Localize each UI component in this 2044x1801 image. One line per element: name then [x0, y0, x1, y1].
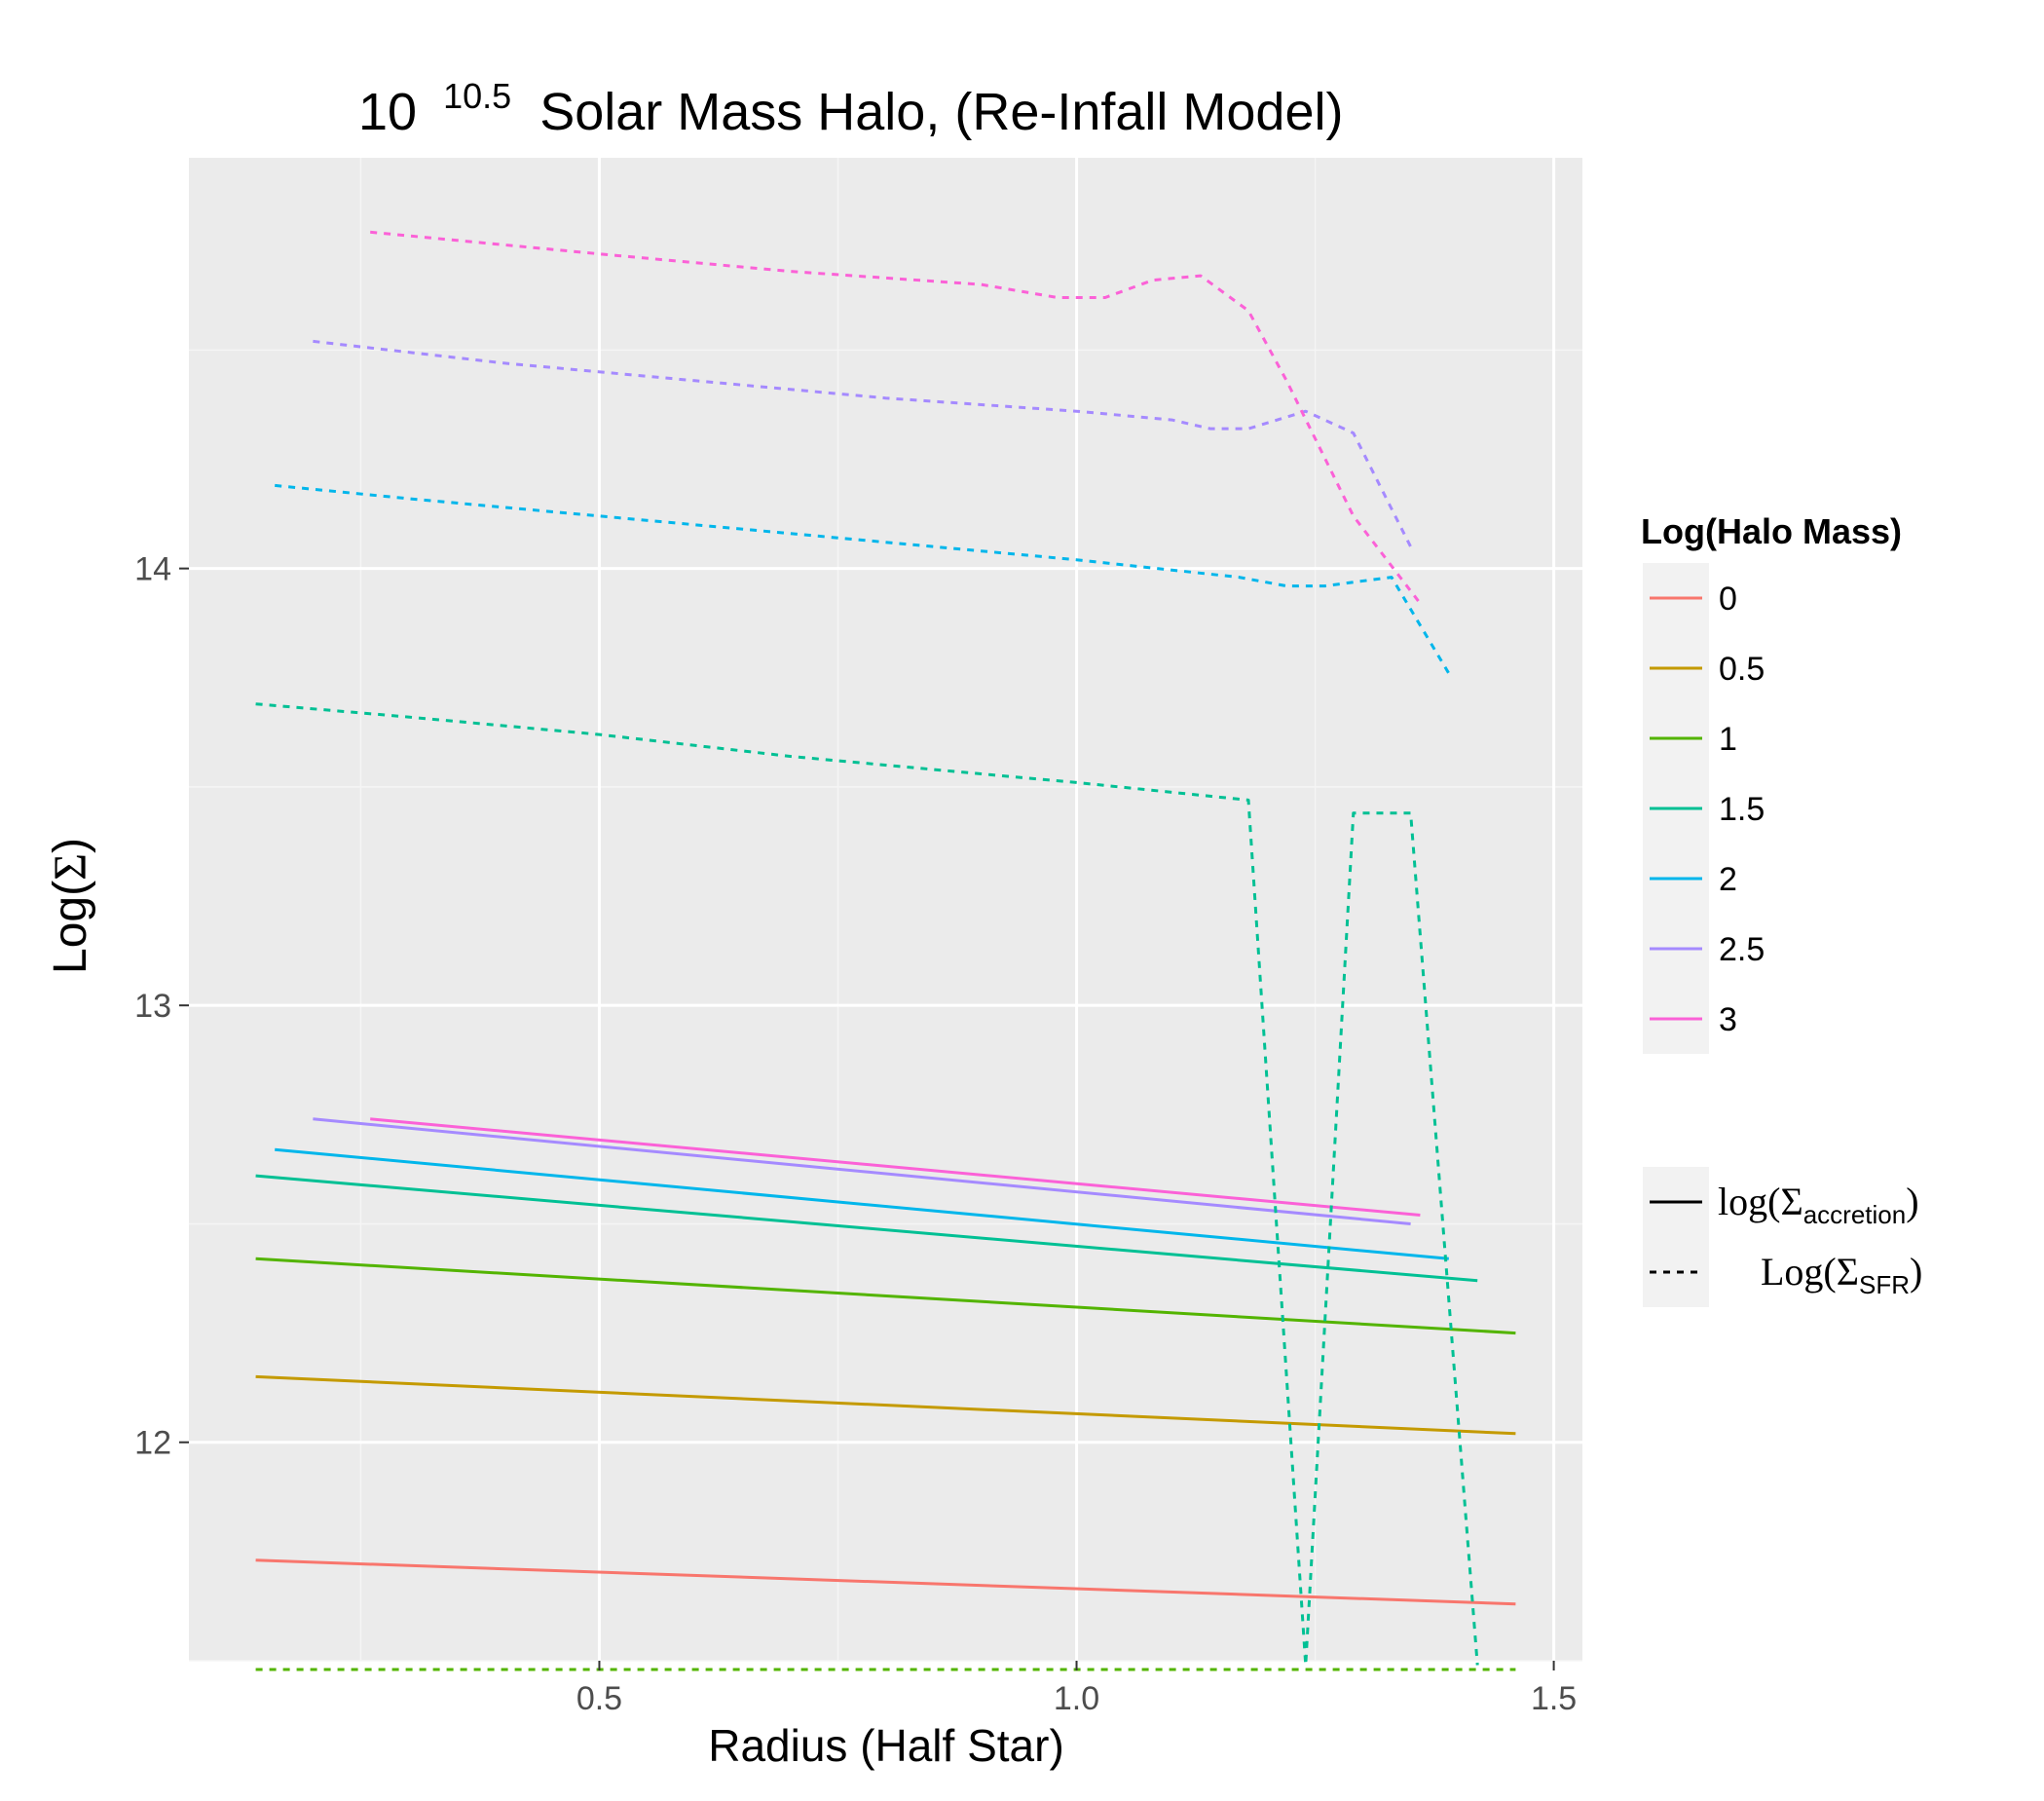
linetype-label-accretion: log(Σaccretion) — [1718, 1180, 1919, 1229]
legend-label: 2.5 — [1719, 931, 1765, 968]
y-title-suffix: ) — [45, 838, 96, 853]
lt-sfr-suffix: ) — [1910, 1250, 1922, 1294]
legend-title: Log(Halo Mass) — [1641, 511, 1902, 551]
y-tick-label: 13 — [134, 988, 171, 1025]
series-line-solid-3 — [370, 1117, 1421, 1217]
colour-legend: 0 0.5 1 1.5 2 2.5 3 — [1643, 563, 1765, 1054]
legend-label: 0.5 — [1719, 651, 1765, 688]
y-title-symbol: Σ — [45, 853, 96, 881]
lt-sfr-symbol: Σ — [1837, 1250, 1859, 1294]
chart-title: 10 10.5 Solar Mass Halo, (Re-Infall Mode… — [358, 61, 1343, 141]
series-line-solid-2_5 — [313, 1117, 1411, 1225]
legend-label: 2 — [1719, 861, 1737, 898]
title-base: 10 — [358, 83, 417, 141]
series-line-solid-1 — [255, 1257, 1516, 1335]
series-layer — [255, 230, 1516, 1671]
lt-acc-prefix: log( — [1718, 1180, 1780, 1223]
x-tick-label: 0.5 — [576, 1680, 622, 1717]
grid-major — [189, 158, 1582, 1661]
x-axis-title: Radius (Half Star) — [708, 1720, 1064, 1771]
legend-label: 3 — [1719, 1001, 1737, 1038]
series-line-dashed-2 — [275, 483, 1451, 675]
series-line-solid-2 — [275, 1147, 1449, 1260]
x-tick-label: 1.0 — [1054, 1680, 1099, 1717]
y-tick-label: 12 — [134, 1425, 171, 1462]
series-line-solid-1_5 — [255, 1174, 1478, 1283]
plot-panel — [189, 158, 1582, 1661]
legend-label: 1 — [1719, 721, 1737, 758]
title-text: Solar Mass Halo, (Re-Infall Model) — [539, 83, 1343, 141]
series-line-dashed-2_5 — [313, 339, 1412, 547]
lt-sfr-subscript: SFR — [1859, 1270, 1910, 1299]
grid-minor — [189, 158, 1582, 1662]
title-exponent: 10.5 — [443, 76, 511, 116]
series-line-dashed-1_5 — [255, 702, 1479, 1667]
linetype-legend: log(Σaccretion) Log(ΣSFR) — [1643, 1167, 1922, 1307]
x-tick-label: 1.5 — [1531, 1680, 1577, 1717]
lt-acc-suffix: ) — [1906, 1180, 1918, 1223]
y-axis: 12 13 14 — [134, 551, 189, 1462]
legend-label: 1.5 — [1719, 791, 1765, 828]
series-line-solid-0_5 — [255, 1374, 1516, 1436]
x-axis: 0.5 1.0 1.5 — [576, 1661, 1577, 1717]
lt-acc-symbol: Σ — [1780, 1180, 1802, 1223]
y-axis-title: Log(Σ) — [45, 838, 96, 974]
svg-text:Log(Σ): Log(Σ) — [45, 838, 96, 974]
linetype-label-sfr: Log(ΣSFR) — [1761, 1250, 1922, 1299]
series-line-dashed-3 — [370, 230, 1422, 605]
legend-label: 0 — [1719, 581, 1737, 618]
svg-text:10 10.5 Solar Mass: 10 10.5 Solar Mass Halo, (Re-Infall Mode… — [358, 61, 1343, 141]
y-tick-label: 14 — [134, 551, 171, 588]
lt-sfr-prefix: Log( — [1761, 1250, 1837, 1294]
series-line-solid-0 — [255, 1558, 1516, 1606]
lt-acc-subscript: accretion — [1803, 1200, 1907, 1229]
y-title-prefix: Log( — [45, 881, 96, 974]
